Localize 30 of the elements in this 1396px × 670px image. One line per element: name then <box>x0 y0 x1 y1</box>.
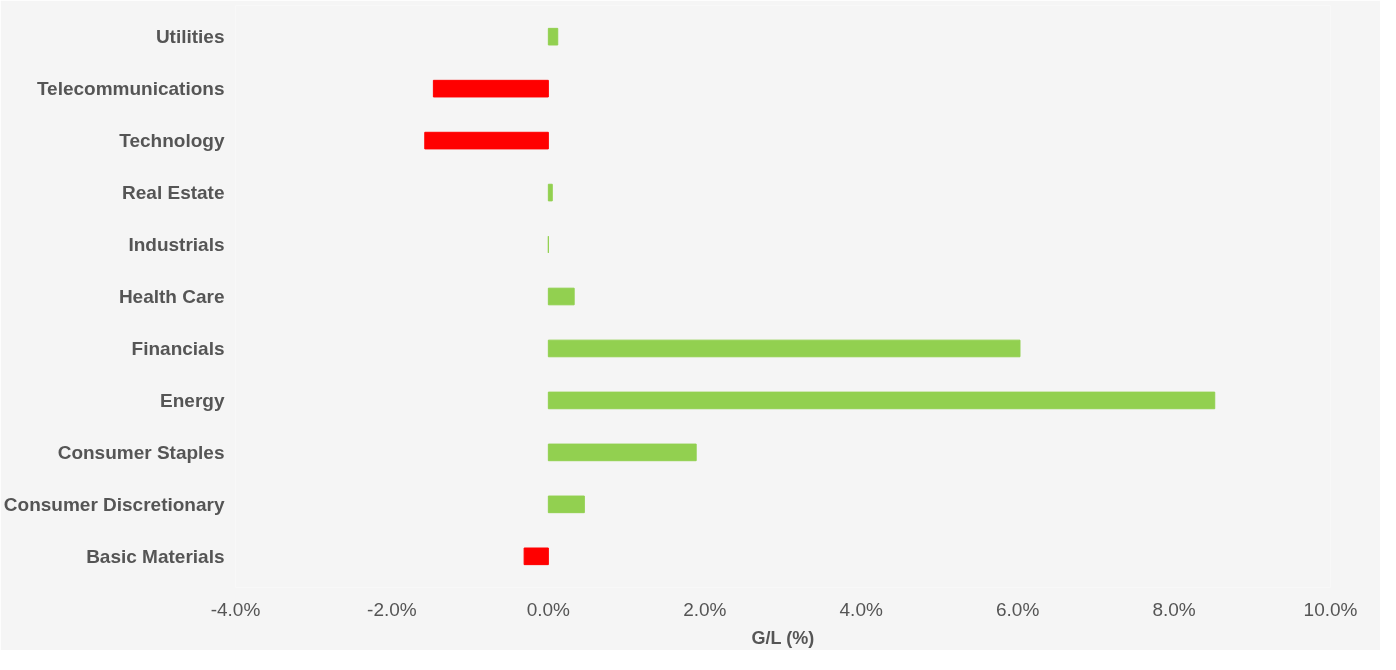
bar <box>547 27 559 46</box>
bar <box>432 79 549 98</box>
bar <box>424 131 549 150</box>
x-tick-label: 10.0% <box>1303 598 1358 620</box>
y-tick-label: Basic Materials <box>86 545 225 567</box>
bar <box>547 339 1021 358</box>
x-tick-label: 2.0% <box>683 598 727 620</box>
y-tick-label: Consumer Discretionary <box>3 493 225 515</box>
bar <box>523 547 549 566</box>
x-axis-title: G/L (%) <box>751 627 815 648</box>
y-tick-label: Technology <box>119 130 225 152</box>
bar <box>547 287 575 306</box>
y-tick-label: Real Estate <box>122 182 225 204</box>
y-tick-label: Telecommunications <box>36 78 225 100</box>
x-tick-label: 6.0% <box>995 598 1040 620</box>
y-tick-label: Energy <box>160 389 225 411</box>
x-tick-label: 4.0% <box>839 598 883 620</box>
bar <box>547 443 697 462</box>
x-tick-label: -4.0% <box>210 598 261 620</box>
y-tick-label: Utilities <box>155 26 225 48</box>
y-tick-label: Consumer Staples <box>57 441 225 463</box>
bar <box>547 495 585 514</box>
x-tick-label: 8.0% <box>1152 598 1196 620</box>
y-tick-label: Financials <box>131 337 225 359</box>
y-tick-label: Industrials <box>128 234 225 256</box>
bar <box>547 391 1216 410</box>
bar <box>547 183 553 202</box>
x-tick-label: 0.0% <box>526 598 571 620</box>
y-tick-label: Health Care <box>118 286 225 307</box>
x-tick-label: -2.0% <box>367 598 417 620</box>
